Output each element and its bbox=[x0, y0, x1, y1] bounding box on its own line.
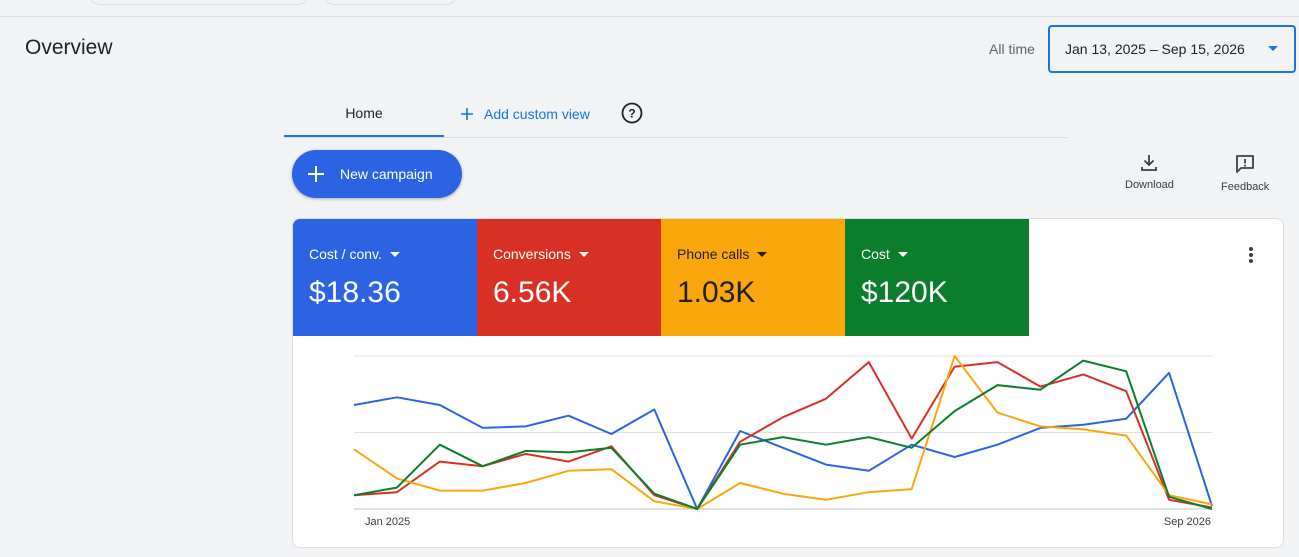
svg-text:?: ? bbox=[628, 107, 635, 121]
x-axis-start-label: Jan 2025 bbox=[365, 516, 410, 528]
performance-chart: Jan 2025 Sep 2026 bbox=[353, 355, 1213, 528]
download-button[interactable]: Download bbox=[1125, 153, 1174, 191]
feedback-button[interactable]: Feedback bbox=[1221, 153, 1269, 193]
dropdown-caret-icon bbox=[897, 251, 908, 257]
dropdown-caret-icon bbox=[389, 251, 400, 257]
dropdown-caret-icon bbox=[1268, 46, 1278, 51]
new-campaign-label: New campaign bbox=[340, 166, 433, 182]
plus-icon bbox=[308, 166, 324, 182]
metric-value: 6.56K bbox=[493, 276, 572, 309]
date-range-label: All time bbox=[989, 41, 1035, 57]
tab-home-label: Home bbox=[345, 104, 383, 121]
dropdown-caret-icon bbox=[757, 251, 768, 257]
metric-label: Cost / conv. bbox=[309, 246, 382, 262]
metric-value: 1.03K bbox=[677, 276, 756, 309]
add-custom-view-button[interactable]: Add custom view bbox=[460, 90, 590, 137]
help-icon[interactable]: ? bbox=[621, 102, 643, 124]
view-tabs: Home Add custom view ? bbox=[284, 90, 1068, 138]
series-line-cost-conv bbox=[353, 371, 1213, 510]
series-line-phone-calls bbox=[353, 355, 1213, 510]
tab-home[interactable]: Home bbox=[284, 90, 444, 137]
download-icon bbox=[1141, 155, 1158, 171]
metric-conversions[interactable]: Conversions 6.56K bbox=[477, 219, 661, 336]
metric-cost-per-conv[interactable]: Cost / conv. $18.36 bbox=[293, 219, 477, 336]
add-custom-view-label: Add custom view bbox=[484, 105, 590, 122]
series-line-conversions bbox=[353, 361, 1213, 510]
new-campaign-button[interactable]: New campaign bbox=[292, 150, 462, 198]
performance-card: Cost / conv. $18.36 Conversions 6.56K Ph… bbox=[292, 218, 1284, 548]
metric-value: $120K bbox=[861, 276, 948, 309]
feedback-label: Feedback bbox=[1221, 181, 1270, 193]
metric-phone-calls[interactable]: Phone calls 1.03K bbox=[661, 219, 845, 336]
date-range-value: Jan 13, 2025 – Sep 15, 2026 bbox=[1065, 41, 1245, 57]
metric-label: Phone calls bbox=[677, 246, 750, 262]
metric-cost[interactable]: Cost $120K bbox=[845, 219, 1029, 336]
top-divider bbox=[0, 16, 1299, 17]
metric-label: Cost bbox=[861, 246, 890, 262]
page-title: Overview bbox=[25, 36, 113, 59]
feedback-icon bbox=[1236, 155, 1255, 173]
date-range-picker[interactable]: Jan 13, 2025 – Sep 15, 2026 bbox=[1048, 25, 1296, 73]
download-label: Download bbox=[1125, 179, 1174, 191]
metric-value: $18.36 bbox=[309, 276, 401, 309]
top-filter-pill-2[interactable] bbox=[322, 0, 458, 5]
series-line-cost bbox=[353, 359, 1213, 510]
metric-label: Conversions bbox=[493, 246, 571, 262]
dropdown-caret-icon bbox=[578, 251, 589, 257]
x-axis-end-label: Sep 2026 bbox=[1164, 516, 1211, 528]
more-options-icon[interactable] bbox=[1243, 245, 1259, 265]
top-filter-pill-1[interactable] bbox=[88, 0, 310, 5]
plus-icon bbox=[461, 107, 473, 120]
